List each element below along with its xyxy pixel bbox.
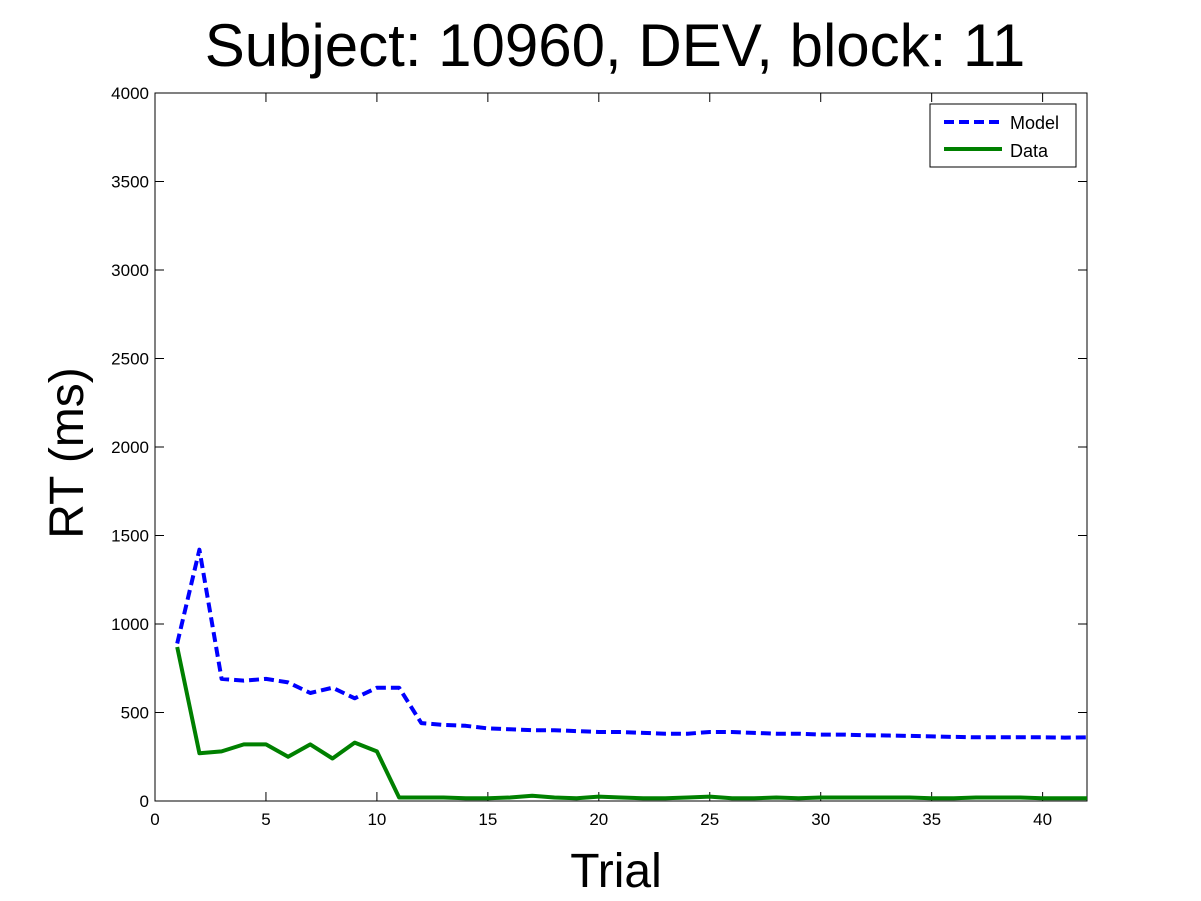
y-tick-label: 1000	[111, 615, 149, 634]
y-axis-label: RT (ms)	[41, 367, 94, 539]
y-tick-label: 3000	[111, 261, 149, 280]
legend: Model Data	[929, 103, 1077, 168]
y-tick-label: 3500	[111, 173, 149, 192]
legend-label-data: Data	[1010, 141, 1049, 161]
y-tick-label: 0	[140, 792, 149, 811]
x-tick-label: 20	[589, 810, 608, 829]
x-tick-label: 5	[261, 810, 270, 829]
legend-box	[929, 103, 1077, 168]
x-axis-label: Trial	[570, 845, 662, 898]
x-tick-label: 10	[367, 810, 386, 829]
series-line-data	[175, 646, 1087, 801]
chart-title: Subject: 10960, DEV, block: 11	[205, 12, 1026, 79]
plot-frame	[154, 92, 1088, 802]
legend-label-model: Model	[1010, 113, 1059, 133]
series-layer	[175, 547, 1088, 801]
y-tick-label: 2000	[111, 438, 149, 457]
x-axis: 0 5 10 15 20 25 30 35 40	[150, 93, 1052, 829]
x-tick-label: 15	[478, 810, 497, 829]
x-tick-label: 35	[922, 810, 941, 829]
y-tick-label: 2500	[111, 350, 149, 369]
x-tick-label: 0	[150, 810, 159, 829]
y-tick-label: 1500	[111, 527, 149, 546]
x-tick-label: 25	[700, 810, 719, 829]
y-tick-label: 4000	[111, 84, 149, 103]
x-tick-label: 30	[811, 810, 830, 829]
x-tick-label: 40	[1033, 810, 1052, 829]
series-line-model	[175, 547, 1088, 740]
y-axis: 0 500 1000 1500 2000 2500 3000 3500 4000	[111, 84, 1087, 811]
y-tick-label: 500	[121, 704, 149, 723]
plot-area	[154, 92, 1088, 802]
